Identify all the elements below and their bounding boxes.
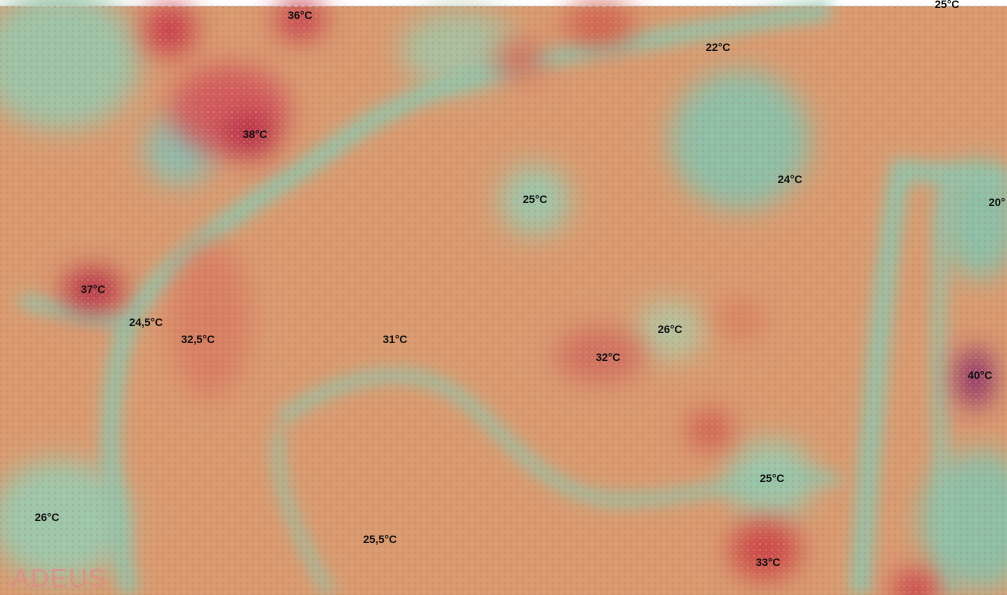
temperature-label: 24,5°C xyxy=(129,317,163,329)
temperature-label: 40°C xyxy=(968,370,993,382)
temperature-label: 22°C xyxy=(706,42,731,54)
temperature-label: 31°C xyxy=(383,334,408,346)
temperature-label: 38°C xyxy=(243,129,268,141)
temperature-label: 37°C xyxy=(81,284,106,296)
logo: ADEUS xyxy=(12,563,107,593)
temperature-label: 25°C xyxy=(760,473,785,485)
temperature-label: 33°C xyxy=(756,557,781,569)
temperature-label: 26°C xyxy=(35,512,60,524)
labels: 36°C 25°C 22°C 38°C 24°C 25°C 20° 37°C 24,5°C 32,… xyxy=(35,0,1006,569)
temperature-label: 26°C xyxy=(658,324,683,336)
temperature-label: 36°C xyxy=(288,10,313,22)
temperature-label: 25°C xyxy=(523,194,548,206)
temperature-label: 32°C xyxy=(596,352,621,364)
temperature-label: 24°C xyxy=(778,174,803,186)
temperature-label: 32,5°C xyxy=(181,334,215,346)
temperature-label: 20° xyxy=(989,197,1006,209)
temperature-label: 25°C xyxy=(935,0,960,11)
temperature-label: 25,5°C xyxy=(363,534,397,546)
